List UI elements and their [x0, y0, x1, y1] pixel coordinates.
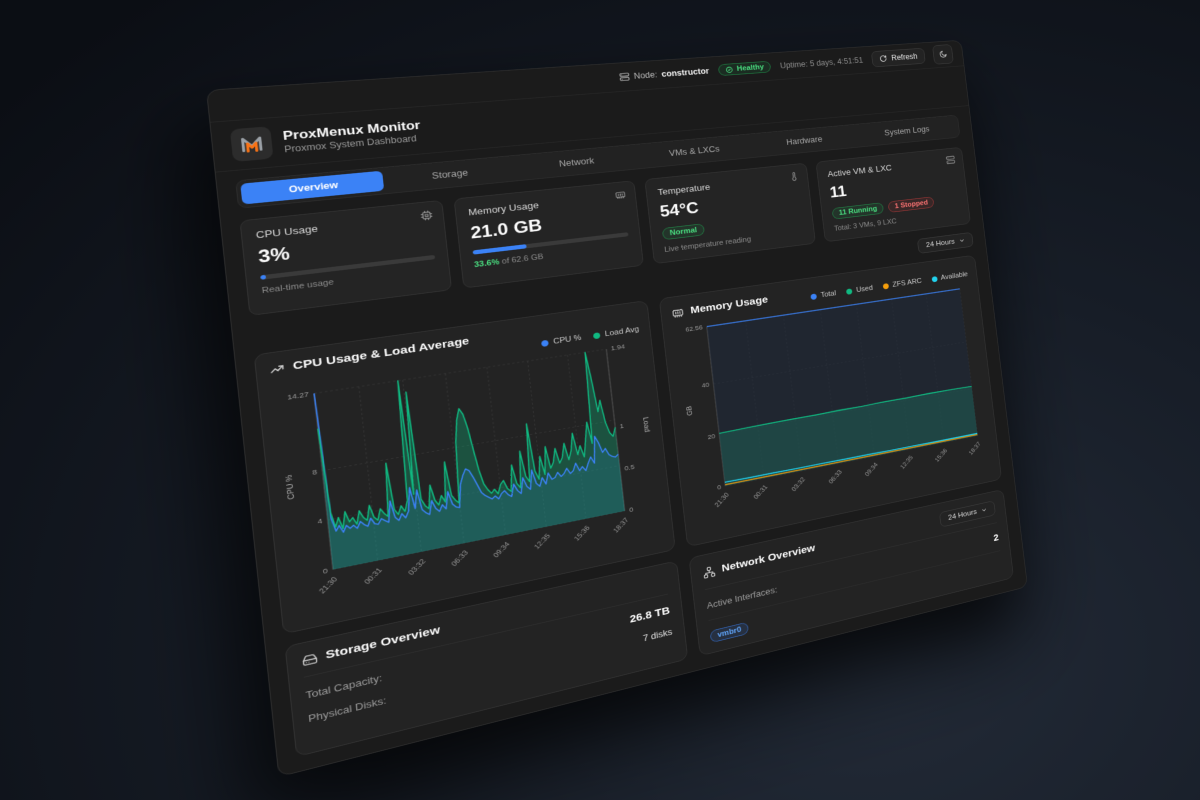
svg-text:00:31: 00:31	[752, 483, 770, 501]
svg-text:12:35: 12:35	[899, 454, 915, 471]
cpu-subtitle: Real-time usage	[261, 277, 335, 296]
app-title-block: ProxMenux Monitor Proxmox System Dashboa…	[282, 118, 422, 155]
cpu-chip-icon	[420, 209, 434, 224]
svg-text:03:32: 03:32	[406, 557, 428, 577]
svg-text:0.5: 0.5	[624, 462, 635, 472]
tab-vms-lxcs[interactable]: VMs & LXCs	[668, 144, 720, 159]
vms-stopped-badge: 1 Stopped	[887, 196, 935, 213]
svg-text:15:36: 15:36	[572, 524, 592, 543]
network-interfaces-value: 2	[992, 532, 1000, 544]
health-badge: Healthy	[718, 60, 772, 76]
legend-dot-used	[846, 288, 853, 295]
svg-text:06:33: 06:33	[449, 548, 470, 567]
node-value: constructor	[661, 66, 710, 79]
svg-text:18:37: 18:37	[967, 440, 982, 456]
legend-dot-available	[931, 275, 938, 283]
refresh-icon	[879, 55, 887, 63]
node-indicator: Node: constructor	[619, 66, 710, 81]
svg-text:21:30: 21:30	[713, 491, 731, 509]
cpu-load-chart: 21:30 00:31 03:32 06:33 09:34 12:35 15:36 18:37…	[283, 342, 651, 595]
network-interface-badge: vmbr0	[709, 621, 749, 644]
cpu-progress-fill	[260, 274, 267, 280]
network-title: Network Overview	[721, 542, 816, 575]
trend-up-icon	[269, 361, 286, 376]
storage-overview-card: Storage Overview Total Capacity: 26.8 TB…	[284, 560, 689, 758]
svg-text:0: 0	[717, 483, 722, 491]
temperature-status-badge: Normal	[661, 223, 705, 241]
svg-text:CPU %: CPU %	[283, 474, 296, 500]
active-vm-lxc-card: Active VM & LXC 11 11 Running 1 Stopped …	[815, 146, 971, 243]
legend-dot-cpu	[541, 339, 549, 347]
memory-used-pct: 33.6%	[473, 257, 500, 270]
bottom-cards-row: Storage Overview Total Capacity: 26.8 TB…	[284, 489, 1014, 758]
svg-text:1: 1	[619, 422, 624, 431]
legend-dot-total	[810, 293, 818, 300]
tab-storage[interactable]: Storage	[431, 167, 469, 181]
svg-text:GB: GB	[685, 405, 694, 416]
storage-capacity-value: 26.8 TB	[629, 604, 671, 626]
chevron-down-icon	[981, 506, 988, 513]
ram-icon	[671, 306, 685, 319]
storage-capacity-label: Total Capacity:	[305, 672, 383, 702]
svg-text:15:36: 15:36	[933, 447, 949, 463]
memory-usage-card: Memory Usage 21.0 GB 33.6% of 62.6 GB	[453, 180, 644, 289]
cpu-load-chart-card: CPU Usage & Load Average CPU % Load Avg …	[253, 300, 676, 635]
memory-of-text: of 62.6 GB	[501, 252, 544, 266]
thermometer-icon	[788, 171, 800, 185]
svg-text:20: 20	[707, 432, 716, 441]
svg-text:09:34: 09:34	[491, 540, 512, 559]
theme-toggle-button[interactable]	[932, 44, 954, 65]
svg-text:03:32: 03:32	[790, 475, 807, 492]
ram-icon	[614, 189, 627, 204]
temperature-card: Temperature 54°C Normal Live temperature…	[644, 162, 816, 265]
svg-text:1.94: 1.94	[610, 342, 625, 352]
hard-drive-icon	[301, 651, 318, 667]
legend-dot-zfs-arc	[882, 282, 890, 290]
svg-text:40: 40	[701, 381, 710, 390]
network-time-range-select[interactable]: 24 Hours	[939, 500, 996, 528]
legend-dot-load	[593, 331, 601, 339]
svg-text:18:37: 18:37	[611, 516, 630, 534]
svg-text:09:34: 09:34	[863, 461, 879, 478]
svg-text:00:31: 00:31	[362, 566, 384, 586]
uptime-text: Uptime: 5 days, 4:51:51	[779, 55, 864, 71]
server-icon	[619, 72, 630, 82]
moon-icon	[938, 50, 947, 59]
svg-text:4: 4	[317, 516, 323, 525]
network-interfaces-label: Active Interfaces:	[706, 584, 778, 611]
memory-progress-fill	[472, 244, 527, 255]
svg-text:0: 0	[322, 566, 328, 576]
svg-text:06:33: 06:33	[827, 468, 844, 485]
network-nodes-icon	[702, 565, 716, 579]
svg-text:62.56: 62.56	[685, 323, 703, 333]
tab-system-logs[interactable]: System Logs	[883, 124, 930, 138]
memory-chart: 21:30 00:31 03:32 06:33 09:34 12:35 15:36 18:37…	[685, 278, 982, 509]
tab-network[interactable]: Network	[558, 155, 595, 169]
svg-text:21:30: 21:30	[317, 575, 340, 595]
tab-hardware[interactable]: Hardware	[785, 134, 823, 147]
chevron-down-icon	[959, 237, 966, 244]
proxmenux-logo	[229, 126, 274, 162]
memory-subtitle: 33.6% of 62.6 GB	[473, 242, 630, 270]
svg-text:0: 0	[629, 505, 634, 514]
svg-text:14.27: 14.27	[287, 390, 310, 402]
time-range-select[interactable]: 24 Hours	[917, 231, 974, 254]
refresh-button[interactable]: Refresh	[870, 47, 926, 68]
svg-text:8: 8	[312, 467, 318, 476]
vms-running-badge: 11 Running	[831, 202, 885, 220]
storage-disks-value: 7 disks	[642, 626, 673, 644]
svg-text:12:35: 12:35	[532, 532, 552, 551]
cpu-usage-card: CPU Usage 3% Real-time usage	[239, 199, 453, 316]
dashboard-window: Node: constructor Healthy Uptime: 5 days…	[206, 39, 1028, 778]
memory-chart-card: Memory Usage Total Used ZF	[658, 254, 1002, 548]
server-stack-icon	[946, 155, 957, 168]
svg-text:Load: Load	[641, 416, 651, 433]
storage-title: Storage Overview	[324, 623, 441, 662]
check-circle-icon	[725, 66, 733, 74]
node-label: Node:	[633, 69, 658, 81]
charts-grid: CPU Usage & Load Average CPU % Load Avg …	[253, 254, 1002, 635]
tab-overview[interactable]: Overview	[240, 170, 385, 205]
storage-disks-label: Physical Disks:	[307, 694, 387, 725]
